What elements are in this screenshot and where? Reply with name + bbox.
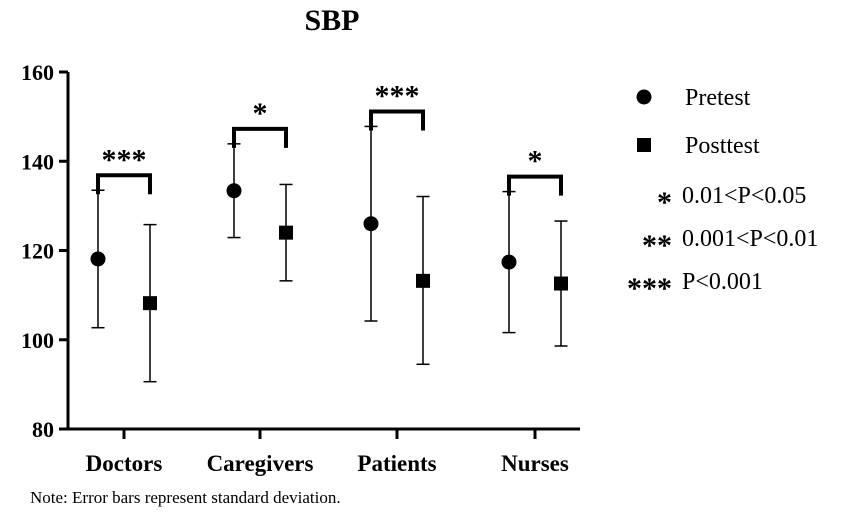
y-tick-label-1: 100 bbox=[21, 328, 54, 353]
significance-bracket-0 bbox=[96, 173, 152, 195]
legend-sig-label-1: 0.001<P<0.01 bbox=[682, 226, 818, 252]
pretest-point-3 bbox=[501, 254, 517, 270]
significance-label-1: * bbox=[253, 97, 268, 130]
legend-label-1: Posttest bbox=[685, 133, 760, 159]
pretest-point-0 bbox=[90, 251, 106, 267]
y-tick-label-3: 140 bbox=[21, 149, 54, 174]
significance-label-0: *** bbox=[102, 143, 147, 176]
legend-marker-posttest bbox=[637, 138, 651, 152]
legend-sig-symbol-2: *** bbox=[627, 272, 672, 305]
significance-label-2: *** bbox=[375, 79, 420, 112]
posttest-point-0 bbox=[143, 296, 157, 311]
y-tick-label-0: 80 bbox=[32, 417, 54, 442]
data-marks: ******** bbox=[90, 79, 568, 383]
pretest-point-1 bbox=[226, 183, 242, 199]
y-tick-label-2: 120 bbox=[21, 239, 54, 264]
axes: 80 100 120 140 160 Doctors Caregivers Patients N… bbox=[21, 60, 580, 476]
x-tick-label-3: Nurses bbox=[501, 451, 569, 476]
legend: Pretest Posttest * 0.01<P<0.05 ** 0.001<P<0.0… bbox=[627, 85, 818, 305]
significance-label-3: * bbox=[528, 145, 543, 178]
significance-bracket-2 bbox=[369, 109, 425, 131]
x-tick-label-0: Doctors bbox=[86, 451, 163, 476]
legend-label-0: Pretest bbox=[685, 85, 751, 111]
significance-bracket-1 bbox=[232, 126, 288, 148]
y-tick-label-4: 160 bbox=[21, 60, 54, 85]
legend-sig-label-0: 0.01<P<0.05 bbox=[682, 183, 806, 209]
posttest-point-2 bbox=[416, 273, 430, 288]
posttest-point-1 bbox=[279, 225, 293, 240]
legend-sig-symbol-1: ** bbox=[642, 229, 672, 262]
x-tick-label-2: Patients bbox=[357, 451, 436, 476]
legend-sig-symbol-0: * bbox=[657, 186, 672, 219]
pretest-point-2 bbox=[363, 216, 379, 232]
posttest-point-3 bbox=[554, 276, 568, 291]
chart-title: SBP bbox=[304, 4, 359, 37]
legend-sig-label-2: P<0.001 bbox=[682, 269, 763, 295]
significance-bracket-3 bbox=[507, 174, 563, 196]
x-tick-label-1: Caregivers bbox=[207, 451, 314, 476]
legend-marker-pretest bbox=[636, 89, 652, 105]
footnote: Note: Error bars represent standard devi… bbox=[30, 488, 341, 507]
